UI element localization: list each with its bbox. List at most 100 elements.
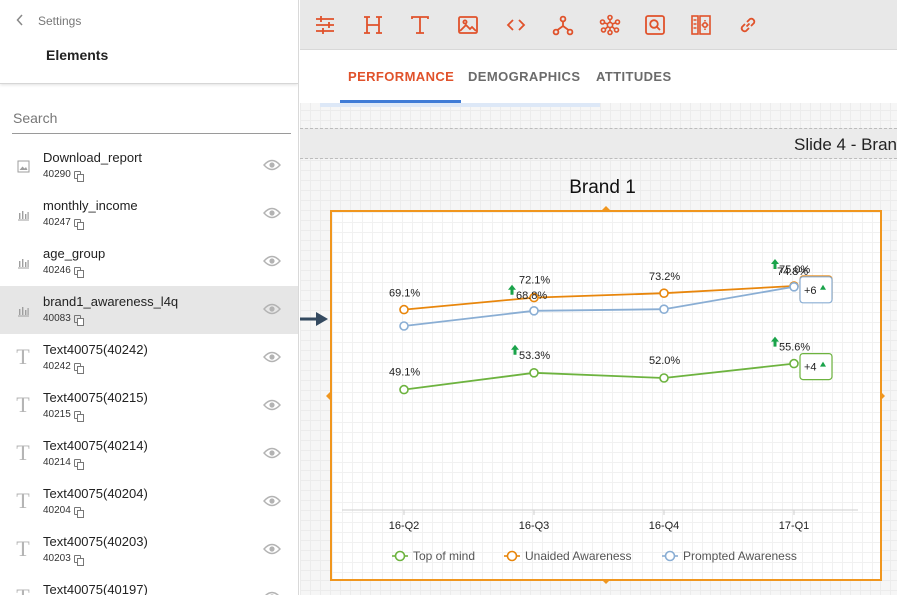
up-arrow-icon <box>508 284 516 295</box>
copy-icon[interactable] <box>73 170 84 182</box>
text-icon[interactable] <box>407 12 433 38</box>
up-arrow-icon <box>771 259 779 269</box>
change-badge <box>799 353 833 381</box>
data-point <box>399 321 409 331</box>
element-id: 40242 <box>43 361 71 372</box>
editor-canvas: PERFORMANCE DEMOGRAPHICS ATTITUDES Slide… <box>300 0 897 595</box>
back-to-settings-button[interactable]: Settings <box>16 13 81 29</box>
data-label: 53.3% <box>519 350 550 362</box>
back-label: Settings <box>38 14 82 28</box>
change-badge-label: +6 <box>804 285 817 297</box>
element-list-item[interactable]: T Text40075(40204) 40204 <box>0 478 298 526</box>
resize-handle-left[interactable] <box>322 392 330 400</box>
image-icon <box>16 159 30 173</box>
element-list-item[interactable]: T Text40075(40214) 40214 <box>0 430 298 478</box>
elements-sidebar: Settings Elements Download_report 40290 mo… <box>0 0 299 595</box>
heading-icon[interactable] <box>360 12 386 38</box>
image-icon[interactable] <box>455 12 481 38</box>
up-arrow-icon <box>511 344 519 355</box>
legend-marker <box>394 550 406 562</box>
slide-header[interactable]: Slide 4 - Brand 1 awareness <box>300 128 897 159</box>
data-point <box>529 306 539 316</box>
sliders-icon[interactable] <box>312 12 338 38</box>
resize-handle-bottom[interactable] <box>602 580 610 588</box>
text-icon: T <box>16 488 30 513</box>
element-name: Text40075(40215) <box>43 390 148 405</box>
data-label: 75.0% <box>779 264 810 276</box>
element-list-item[interactable]: monthly_income 40247 <box>0 190 298 238</box>
element-list-item[interactable]: Download_report 40290 <box>0 142 298 190</box>
legend-label: Unaided Awareness <box>525 549 632 563</box>
search-box-icon[interactable] <box>642 12 668 38</box>
x-tick-label: 17-Q1 <box>779 520 810 532</box>
bar-chart-icon <box>16 207 30 221</box>
tab-performance[interactable]: PERFORMANCE <box>348 69 455 84</box>
resize-handle-top[interactable] <box>602 202 610 210</box>
eye-icon[interactable] <box>263 350 281 363</box>
legend-label: Top of mind <box>413 549 475 563</box>
text-icon: T <box>16 392 30 417</box>
eye-icon[interactable] <box>263 542 281 555</box>
link-icon[interactable] <box>735 12 761 38</box>
copy-icon[interactable] <box>73 554 84 566</box>
copy-icon[interactable] <box>73 458 84 470</box>
series-line <box>403 362 795 391</box>
chart-selection-frame[interactable]: 16-Q2 16-Q3 16-Q4 17-Q1 49.1% 53.3% 52.0% 55.6%… <box>330 210 882 581</box>
element-id-row: 40083 <box>43 313 84 326</box>
element-list-item[interactable]: age_group 40246 <box>0 238 298 286</box>
active-tab-indicator <box>340 100 461 103</box>
copy-icon[interactable] <box>73 506 84 518</box>
code-icon[interactable] <box>503 12 529 38</box>
copy-icon[interactable] <box>73 266 84 278</box>
copy-icon[interactable] <box>73 314 84 326</box>
up-arrow-icon <box>820 361 826 367</box>
eye-icon[interactable] <box>263 494 281 507</box>
eye-icon[interactable] <box>263 206 281 219</box>
data-point <box>529 292 539 303</box>
search-field <box>12 108 291 134</box>
element-id-row: 40290 <box>43 169 84 182</box>
sidebar-header: Settings Elements <box>0 0 298 84</box>
x-tick-label: 16-Q4 <box>649 520 680 532</box>
section-strip <box>320 103 600 107</box>
sitemap-icon[interactable] <box>597 12 623 38</box>
text-icon: T <box>16 344 30 369</box>
settings-panel-icon[interactable] <box>688 12 714 38</box>
copy-icon[interactable] <box>73 218 84 230</box>
element-list-item[interactable]: T Text40075(40242) 40242 <box>0 334 298 382</box>
eye-icon[interactable] <box>263 254 281 267</box>
data-point <box>659 373 669 383</box>
eye-icon[interactable] <box>263 158 281 171</box>
element-list-item[interactable]: T Text40075(40215) 40215 <box>0 382 298 430</box>
element-id: 40246 <box>43 265 71 276</box>
element-id: 40083 <box>43 313 71 324</box>
legend-label: Prompted Awareness <box>683 549 797 563</box>
eye-icon[interactable] <box>263 398 281 411</box>
tab-demographics[interactable]: DEMOGRAPHICS <box>468 69 581 84</box>
element-name: Text40075(40197) <box>43 582 148 595</box>
eye-icon[interactable] <box>263 590 281 595</box>
copy-icon[interactable] <box>73 362 84 374</box>
text-icon: T <box>16 536 30 561</box>
element-name: Text40075(40242) <box>43 342 148 357</box>
tab-attitudes[interactable]: ATTITUDES <box>596 69 672 84</box>
sidebar-title: Elements <box>46 47 109 63</box>
network-icon[interactable] <box>550 12 576 38</box>
data-point <box>789 358 799 369</box>
element-id: 40247 <box>43 217 71 228</box>
data-point <box>399 384 409 395</box>
copy-icon[interactable] <box>73 410 84 422</box>
chart-title: Brand 1 <box>569 177 636 198</box>
eye-icon[interactable] <box>263 302 281 315</box>
element-list-item[interactable]: T Text40075(40203) 40203 <box>0 526 298 574</box>
element-name: Text40075(40214) <box>43 438 148 453</box>
search-input[interactable] <box>12 108 291 128</box>
resize-handle-right[interactable] <box>881 392 889 400</box>
data-label: 69.1% <box>389 288 420 300</box>
data-point <box>659 304 669 314</box>
bar-chart-icon <box>16 303 30 317</box>
element-list-item[interactable]: brand1_awareness_l4q 40083 <box>0 286 298 334</box>
eye-icon[interactable] <box>263 446 281 459</box>
